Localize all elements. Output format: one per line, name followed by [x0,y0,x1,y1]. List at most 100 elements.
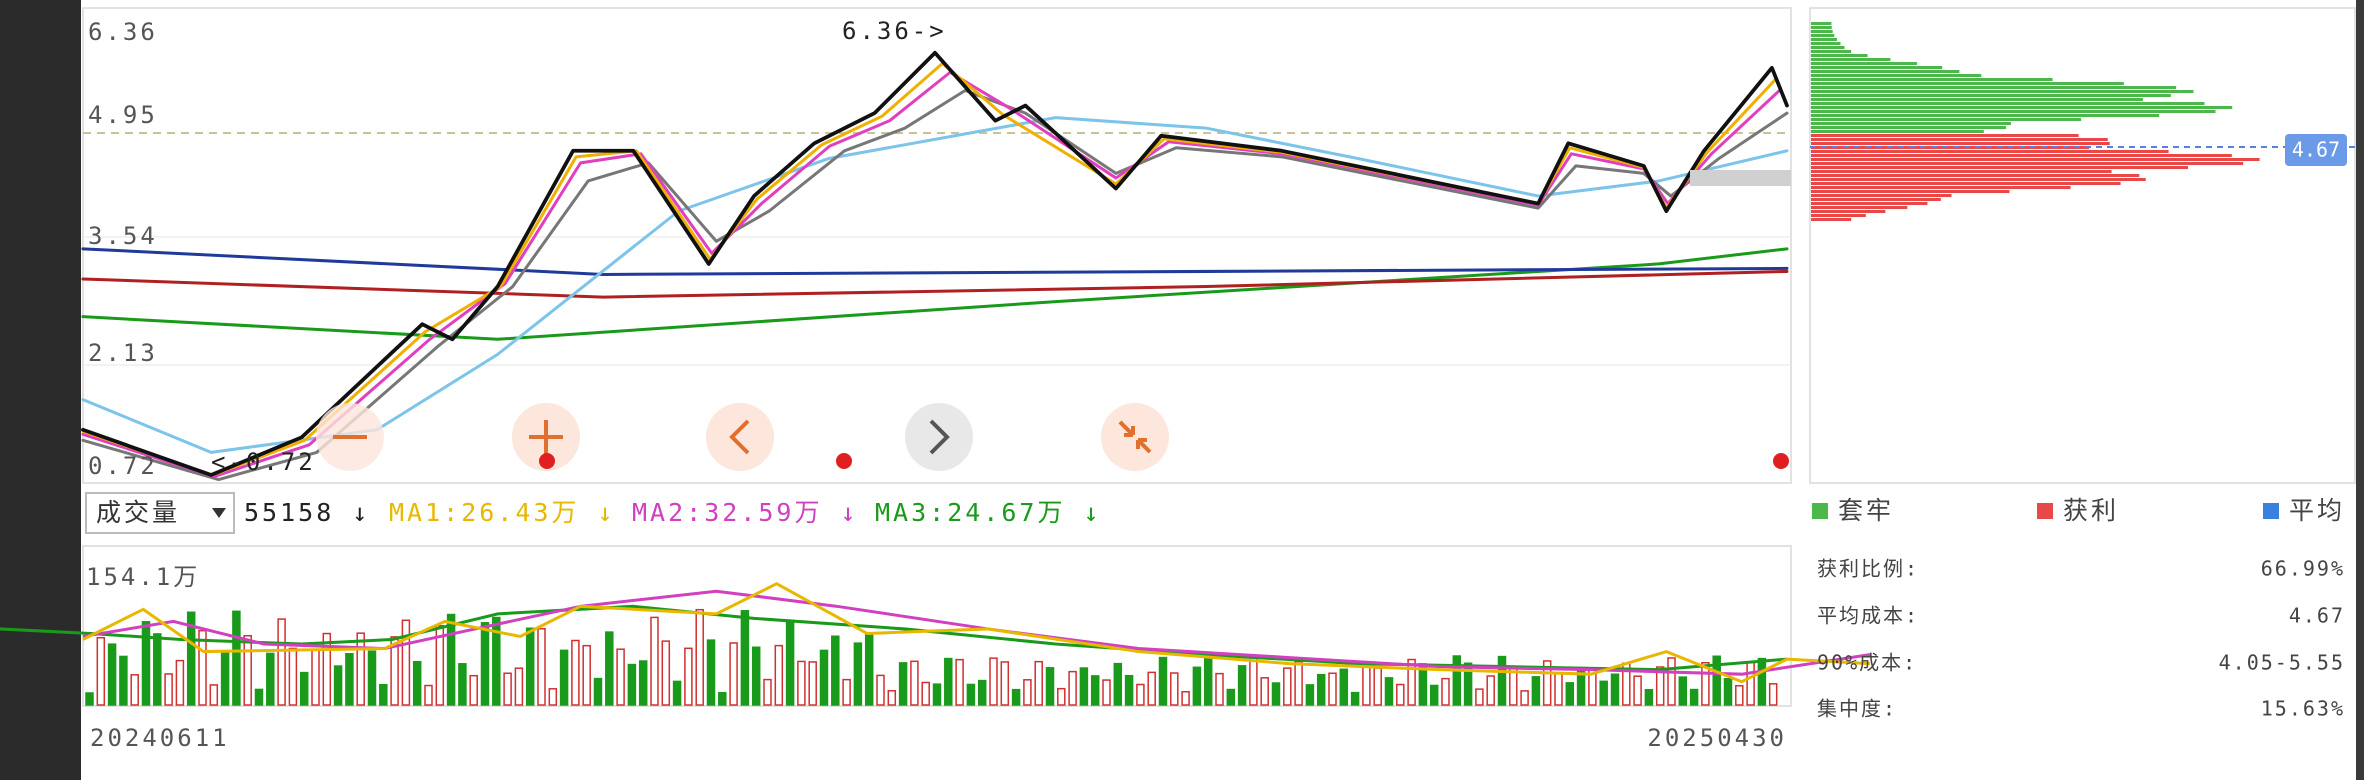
chip-bar [1811,98,2143,101]
volume-bar [1034,660,1043,706]
volume-bar [322,632,332,706]
volume-bar [864,634,874,706]
volume-bar [220,652,230,706]
chip-bar [1811,182,2121,185]
ma-line [81,247,1789,341]
volume-bar [1475,688,1484,706]
volume-bar [1678,676,1688,706]
price-line [81,50,1789,477]
right-bezel [2356,0,2364,780]
volume-bar [1644,689,1654,706]
volume-bar [130,674,139,706]
volume-bar [1215,672,1224,706]
volume-bar [1113,662,1123,706]
left-bezel [0,0,81,780]
volume-bar [96,636,106,706]
chip-bar [1811,38,1837,41]
legend-label: 获利 [2063,496,2119,525]
volume-bar [729,642,738,706]
volume-bar [401,619,411,706]
volume-bar [1102,679,1111,706]
volume-bar [1610,673,1620,706]
chip-bar [1811,114,2160,117]
chip-bar [1811,178,2146,181]
volume-bar [1090,675,1100,706]
volume-bar [1735,684,1744,706]
chip-bar [1811,106,2233,109]
volume-bar [412,660,422,706]
price-lines [81,50,1789,482]
volume-bar [367,650,377,706]
chip-bar [1811,102,2205,105]
chip-bar [1811,154,2232,157]
volume-bar [311,649,320,706]
volume-bar [1023,679,1032,706]
indicator-selector[interactable] [85,492,235,534]
chip-bar [1811,26,1832,29]
volume-bar [1599,680,1608,706]
scroll-right-button[interactable] [905,403,973,471]
volume-bar [1542,660,1552,706]
volume-bar [1203,654,1213,706]
legend-swatch [2037,503,2053,519]
chip-bar [1811,50,1852,53]
volume-bar [638,660,648,706]
y-axis-label: 3.54 [88,222,158,250]
volume-axis-label: 154.1万 [86,563,200,591]
zoom-out-button[interactable] [316,403,384,471]
volume-bar [164,673,173,706]
volume-bar [458,663,467,706]
marker-dot [1773,453,1789,469]
volume-bar [808,661,817,706]
volume-bar [1226,688,1236,706]
stat-value: 4.67 [2289,604,2345,628]
volume-bar [1520,690,1529,706]
volume-bar [763,678,772,706]
chip-bar [1811,34,1835,37]
y-axis-label: 2.13 [88,339,158,367]
volume-bar [1181,691,1190,706]
volume-bar [446,613,456,706]
chip-bar [1811,94,2171,97]
volume-bar [1497,655,1507,706]
volume-bar [672,680,682,706]
volume-bar [209,684,219,706]
chip-bar [1811,86,2177,89]
volume-bar [932,683,942,706]
volume-bar [1339,668,1349,706]
volume-bar [1000,661,1010,706]
volume-bar [85,692,94,706]
volume-bar [1429,684,1439,706]
zoom-in-button[interactable] [512,403,580,471]
y-axis-label: 4.95 [88,101,158,129]
stat-label: 集中度: [1817,697,1897,721]
volume-bar [1384,677,1394,706]
volume-bar [1011,688,1021,706]
volume-bar [774,644,784,706]
volume-bar [1124,674,1134,706]
chip-bar [1811,174,2140,177]
chip-bar [1811,66,1943,69]
volume-bar [955,658,964,706]
chip-bar [1811,190,2010,193]
volume-bar [107,643,117,706]
volume-bar [785,619,795,706]
volume-bar [186,611,196,706]
stat-value: 4.05-5.55 [2219,651,2345,675]
ma1-value: MA1:26.43万 ↓ [389,498,616,527]
chip-bar [1811,46,1845,49]
ma-line [81,61,1778,477]
volume-bar [1667,657,1676,706]
stat-label: 获利比例: [1817,557,1919,581]
volume-bar [1746,661,1755,706]
reset-button[interactable] [1101,403,1169,471]
chip-bar [1811,62,1918,65]
volume-bar [831,635,840,706]
volume-bar [1170,672,1179,706]
volume-bar [356,632,365,706]
ma-line [81,88,1789,482]
ma3-value: MA3:24.67万 ↓ [875,498,1102,527]
volume-bar [175,659,185,706]
volume-bar [141,621,151,706]
scroll-left-button[interactable] [706,403,774,471]
